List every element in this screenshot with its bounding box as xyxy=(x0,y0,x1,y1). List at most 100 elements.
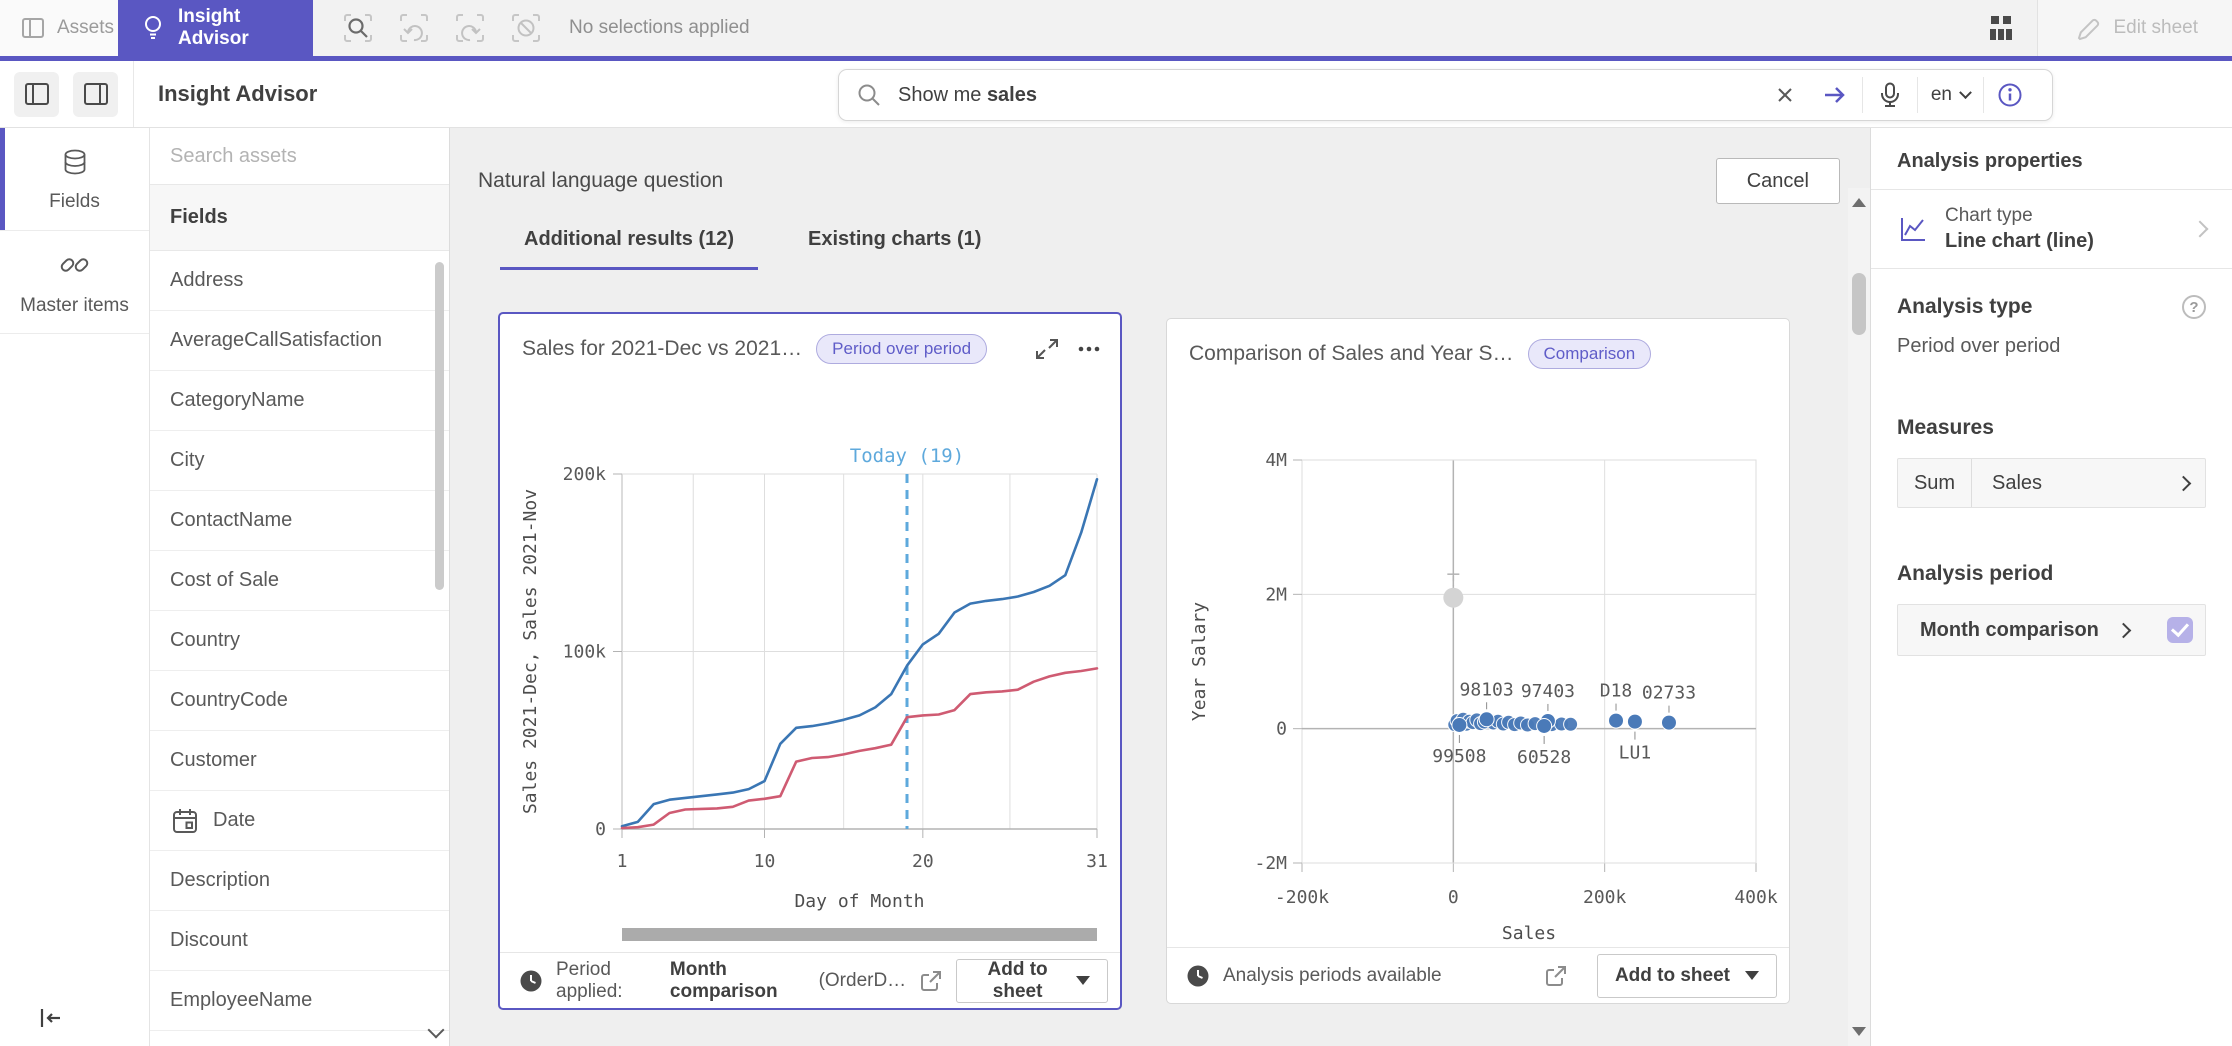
assets-panel: Fields Address AverageCallSatisfaction C… xyxy=(150,128,450,1046)
submit-search-button[interactable] xyxy=(1808,70,1862,120)
search-assets-input[interactable] xyxy=(170,144,429,168)
open-link-icon[interactable] xyxy=(1543,963,1569,989)
open-link-icon[interactable] xyxy=(918,968,944,994)
scroll-up-arrow[interactable] xyxy=(1852,198,1866,207)
chevron-down-icon xyxy=(1959,85,1972,99)
field-list-item[interactable]: Country xyxy=(150,611,449,671)
field-list-item[interactable]: AverageCallSatisfaction xyxy=(150,311,449,371)
analysis-type-badge: Comparison xyxy=(1527,339,1652,369)
chart-type-row[interactable]: Chart type Line chart (line) xyxy=(1871,190,2232,269)
field-list-item[interactable]: Customer xyxy=(150,731,449,791)
main-scrollbar-thumb[interactable] xyxy=(1852,273,1866,335)
field-label: Customer xyxy=(170,749,257,771)
page-title: Insight Advisor xyxy=(158,81,318,106)
field-label: Address xyxy=(170,269,244,291)
left-nav-rail: Fields Master items xyxy=(0,128,150,1046)
tab-insight-advisor[interactable]: Insight Advisor xyxy=(118,0,313,56)
more-menu-icon[interactable] xyxy=(1076,336,1102,362)
field-list-item[interactable]: EmployeeName xyxy=(150,971,449,1031)
card-actions xyxy=(1034,336,1102,362)
app-overview-button[interactable] xyxy=(1965,0,2037,56)
field-list-item[interactable]: Date xyxy=(150,791,449,851)
measures-header: Measures xyxy=(1897,416,1994,439)
redo-selection-button[interactable] xyxy=(451,9,489,47)
svg-text:97403: 97403 xyxy=(1521,681,1575,702)
analysis-properties-panel: Analysis properties Chart type Line char… xyxy=(1870,128,2232,1046)
line-chart-icon xyxy=(1897,213,1929,245)
cancel-button[interactable]: Cancel xyxy=(1715,158,1840,204)
voice-input-button[interactable] xyxy=(1863,70,1917,120)
field-list-item[interactable]: CountryCode xyxy=(150,671,449,731)
undo-selection-button[interactable] xyxy=(395,9,433,47)
result-card-scatter-chart[interactable]: Comparison of Sales and Year S… Comparis… xyxy=(1166,318,1790,1004)
search-divider xyxy=(1983,77,1984,113)
database-icon xyxy=(59,146,91,178)
fields-section-header: Fields xyxy=(150,185,449,251)
clear-search-button[interactable] xyxy=(1762,70,1808,120)
link-icon xyxy=(58,248,92,282)
clear-selections-button[interactable] xyxy=(507,9,545,47)
edit-sheet-button[interactable]: Edit sheet xyxy=(2037,0,2232,56)
analysis-period-row[interactable]: Month comparison xyxy=(1897,604,2206,656)
scroll-down-arrow[interactable] xyxy=(1852,1027,1866,1036)
field-list-item[interactable]: City xyxy=(150,431,449,491)
analysis-period-value: Month comparison xyxy=(1920,618,2099,641)
results-tabs: Additional results (12) Existing charts … xyxy=(450,228,1870,270)
add-to-sheet-button[interactable]: Add to sheet xyxy=(956,958,1109,1003)
brand-accent-bar xyxy=(0,56,2232,61)
result-card-line-chart[interactable]: Sales for 2021-Dec vs 2021… Period over … xyxy=(498,312,1122,1010)
svg-text:-2M: -2M xyxy=(1254,853,1287,874)
field-list-item[interactable]: ContactName xyxy=(150,491,449,551)
search-selections-button[interactable] xyxy=(339,9,377,47)
svg-text:100k: 100k xyxy=(563,642,607,663)
measure-aggregation: Sum xyxy=(1898,459,1972,507)
field-list-item[interactable]: Discount xyxy=(150,911,449,971)
tab-existing-charts[interactable]: Existing charts (1) xyxy=(808,228,982,250)
card-title: Sales for 2021-Dec vs 2021… xyxy=(522,337,803,360)
tab-assets-label: Assets xyxy=(57,17,115,38)
field-list-item[interactable]: CategoryName xyxy=(150,371,449,431)
field-list-item[interactable]: Description xyxy=(150,851,449,911)
svg-text:400k: 400k xyxy=(1734,887,1778,908)
fields-list: Address AverageCallSatisfaction Category… xyxy=(150,251,449,1031)
assets-scrollbar-thumb[interactable] xyxy=(435,262,444,590)
toggle-left-panel-button[interactable] xyxy=(14,71,59,117)
pencil-icon xyxy=(2072,13,2102,43)
search-divider xyxy=(1861,77,1863,113)
main-scrollbar[interactable] xyxy=(1848,188,1870,1046)
scatter-chart[interactable]: -200k 0 200k 400k -2M 0 2M 4M 98103 97403 99508 605… xyxy=(1177,377,1781,947)
add-to-sheet-button[interactable]: Add to sheet xyxy=(1596,953,1777,998)
line-chart[interactable]: 0 100k 200k 1 10 20 31 Today (19) Day of Month Sa… xyxy=(510,372,1114,952)
tab-additional-results[interactable]: Additional results (12) xyxy=(500,228,759,270)
header-row: Insight Advisor Show me sales en xyxy=(0,61,2232,128)
language-select[interactable]: en xyxy=(1918,70,1983,120)
properties-title: Analysis properties xyxy=(1871,128,2232,190)
info-button[interactable] xyxy=(1984,70,2036,120)
analysis-type-header: Analysis type xyxy=(1897,295,2206,319)
svg-text:Year Salary: Year Salary xyxy=(1189,602,1210,721)
properties-sections: Analysis type Period over period Measure… xyxy=(1871,295,2232,656)
measure-row[interactable]: Sum Sales xyxy=(1897,458,2206,508)
collapse-panel-button[interactable] xyxy=(36,1004,64,1032)
caret-down-icon xyxy=(1745,971,1759,980)
nav-item-fields[interactable]: Fields xyxy=(0,128,149,231)
analysis-period-checkbox[interactable] xyxy=(2167,617,2193,643)
chart-type-value: Line chart (line) xyxy=(1945,230,2094,252)
svg-text:0: 0 xyxy=(1276,719,1287,740)
tab-assets[interactable]: Assets xyxy=(0,0,118,56)
toggle-right-panel-button[interactable] xyxy=(73,71,118,117)
nav-item-master-items[interactable]: Master items xyxy=(0,231,149,334)
analysis-type-value: Period over period xyxy=(1897,335,2061,357)
svg-text:0: 0 xyxy=(595,819,606,840)
results-header: Natural language question Cancel xyxy=(450,128,1870,204)
chevron-right-icon xyxy=(2191,220,2209,238)
field-list-item[interactable]: Cost of Sale xyxy=(150,551,449,611)
chevron-right-icon xyxy=(2115,622,2132,638)
field-list-item[interactable]: Address xyxy=(150,251,449,311)
search-icon xyxy=(855,81,883,109)
expand-icon[interactable] xyxy=(1034,336,1060,362)
field-label: Description xyxy=(170,869,271,891)
nlq-search-input[interactable]: Show me sales en xyxy=(838,69,2053,121)
help-icon[interactable] xyxy=(2182,295,2206,319)
